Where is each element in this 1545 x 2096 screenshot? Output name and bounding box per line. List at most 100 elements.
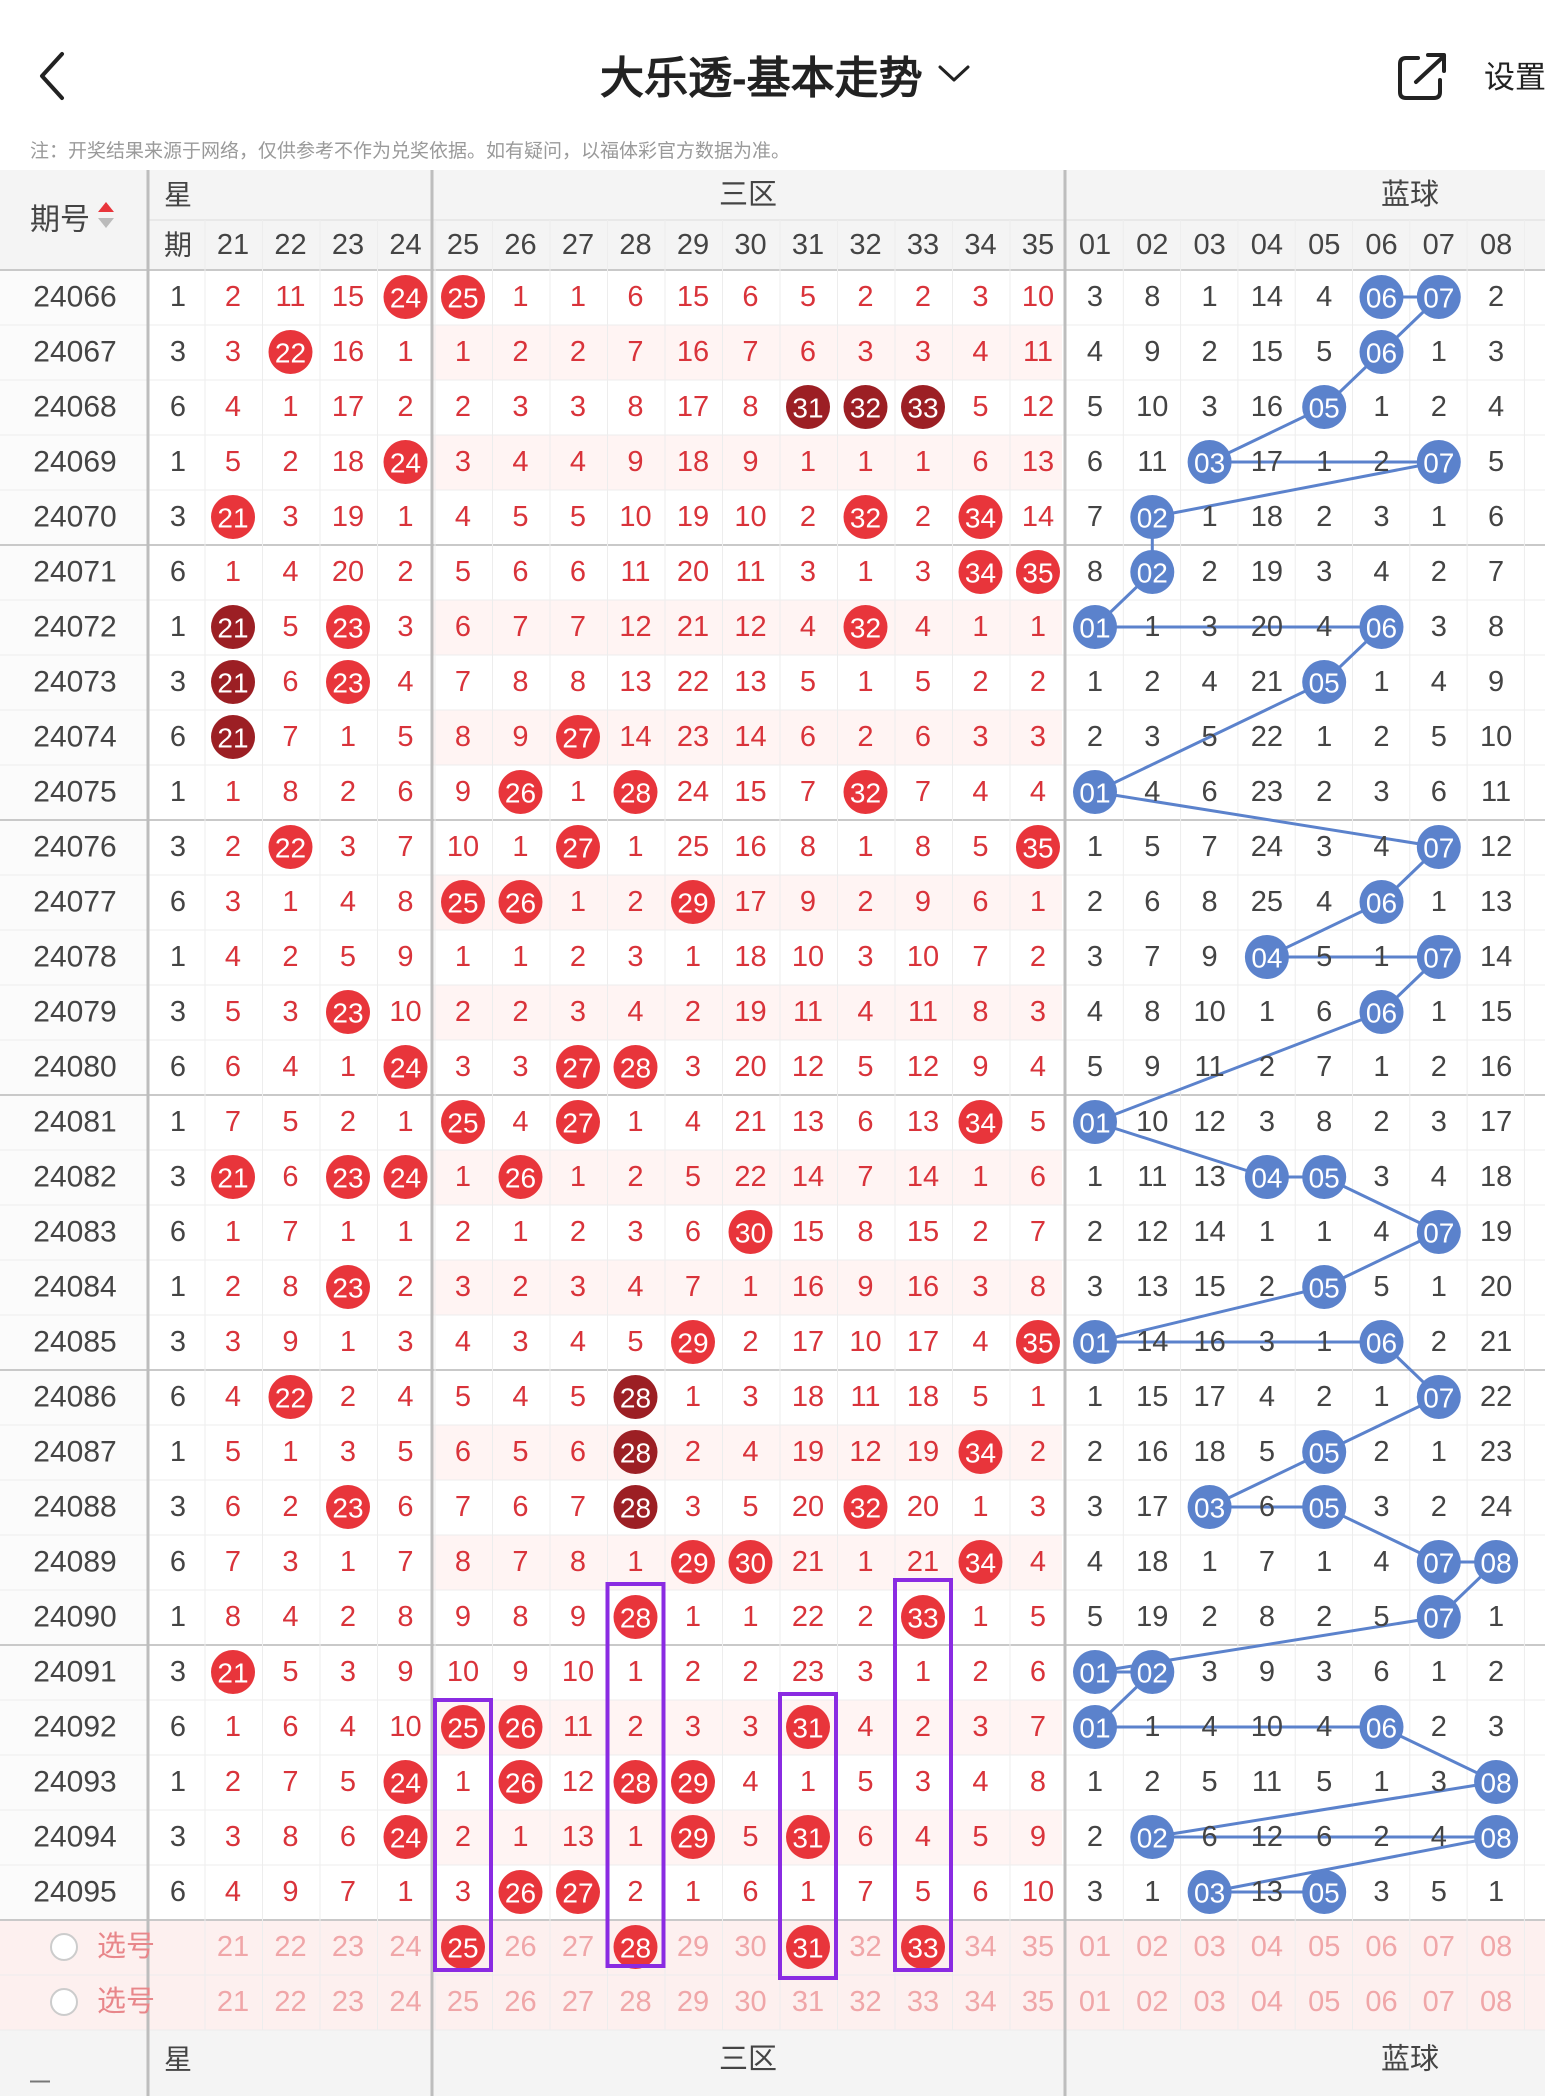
miss-count: 4 [340,886,356,918]
select-number[interactable]: 29 [677,1931,709,1963]
miss-count: 17 [792,1326,824,1358]
select-number[interactable]: 03 [1193,1931,1225,1963]
select-number[interactable]: 32 [849,1986,881,2018]
weekday: 1 [170,446,186,478]
select-number[interactable]: 22 [274,1986,306,2018]
title-dropdown[interactable]: 大乐透-基本走势 [600,42,971,106]
select-number[interactable]: 34 [964,1931,996,1963]
select-radio[interactable] [50,1988,78,2016]
selected-ball-number[interactable]: 33 [907,1933,938,1964]
share-icon[interactable] [1396,50,1450,102]
miss-count: 24 [677,776,709,808]
select-number[interactable]: 02 [1136,1931,1168,1963]
miss-count: 2 [512,336,528,368]
select-label[interactable]: 选号 [97,1930,155,1963]
red-ball [441,1100,485,1144]
miss-count: 3 [972,1711,988,1743]
selected-ball-number[interactable]: 28 [620,1933,651,1964]
select-number[interactable]: 02 [1136,1986,1168,2018]
miss-count: 4 [857,1711,873,1743]
select-number[interactable]: 23 [332,1986,364,2018]
miss-count: 7 [397,831,413,863]
select-number[interactable]: 07 [1423,1931,1455,1963]
blue-ball [1073,1320,1117,1364]
miss-count: 1 [455,941,471,973]
select-number[interactable]: 25 [447,1986,479,2018]
issue-number: 24071 [33,556,116,589]
select-number[interactable]: 31 [792,1986,824,2018]
select-number[interactable]: 23 [332,1931,364,1963]
select-number[interactable]: 22 [274,1931,306,1963]
select-number[interactable]: 01 [1079,1931,1111,1963]
blue-ball-number: 07 [1423,1548,1454,1579]
miss-count: 1 [225,1711,241,1743]
select-number[interactable]: 26 [504,1931,536,1963]
blue-ball [1244,935,1289,979]
back-arrow-icon[interactable] [34,48,74,104]
select-number[interactable]: 35 [1022,1986,1054,2018]
select-number[interactable]: 24 [389,1931,421,1963]
select-number[interactable]: 06 [1365,1931,1397,1963]
miss-count: 2 [627,1161,643,1193]
selected-ball[interactable] [441,1925,485,1969]
settings-link[interactable]: 设置 [1484,60,1545,95]
miss-count: 5 [1087,1051,1103,1083]
select-number[interactable]: 27 [562,1931,594,1963]
select-number[interactable]: 27 [562,1986,594,2018]
select-radio[interactable] [50,1933,78,1961]
red-ball-number: 34 [965,503,996,534]
sort-up-icon[interactable] [98,202,114,212]
selected-ball[interactable] [901,1925,945,1969]
select-number[interactable]: 01 [1079,1986,1111,2018]
select-label[interactable]: 选号 [97,1985,155,2018]
selected-ball-number[interactable]: 25 [447,1933,478,1964]
miss-count: 3 [1373,1876,1389,1908]
miss-count: 5 [1431,1876,1447,1908]
selected-ball[interactable] [786,1925,830,1969]
miss-count: 3 [972,1271,988,1303]
red-ball-number: 23 [332,613,363,644]
miss-count: 7 [742,336,758,368]
sort-down-icon[interactable] [98,218,114,228]
select-number[interactable]: 04 [1251,1931,1283,1963]
select-number[interactable]: 05 [1308,1931,1340,1963]
select-number[interactable]: 05 [1308,1986,1340,2018]
select-number[interactable]: 08 [1480,1986,1512,2018]
select-number[interactable]: 32 [849,1931,881,1963]
miss-count: 2 [1087,886,1103,918]
select-number[interactable]: 21 [217,1986,249,2018]
select-number[interactable]: 08 [1480,1931,1512,1963]
miss-count: 10 [1251,1711,1283,1743]
select-number[interactable]: 03 [1193,1986,1225,2018]
miss-count: 23 [1251,776,1283,808]
red-ball-number: 29 [677,1823,708,1854]
select-number[interactable]: 04 [1251,1986,1283,2018]
select-number[interactable]: 33 [907,1986,939,2018]
miss-count: 3 [340,1656,356,1688]
miss-count: 9 [1488,666,1504,698]
red-ball [843,385,888,429]
miss-count: 15 [734,776,766,808]
row-band [432,434,1062,490]
select-number[interactable]: 24 [389,1986,421,2018]
select-number[interactable]: 30 [734,1931,766,1963]
select-number[interactable]: 30 [734,1986,766,2018]
select-number[interactable]: 28 [619,1986,651,2018]
miss-count: 9 [282,1876,298,1908]
select-number[interactable]: 26 [504,1986,536,2018]
select-number[interactable]: 35 [1022,1931,1054,1963]
select-number[interactable]: 07 [1423,1986,1455,2018]
red-ball-number: 21 [217,723,248,754]
select-number[interactable]: 21 [217,1931,249,1963]
select-number[interactable]: 06 [1365,1986,1397,2018]
select-number[interactable]: 29 [677,1986,709,2018]
miss-count: 5 [570,501,586,533]
selected-ball[interactable] [613,1925,658,1969]
blue-ball [1073,770,1117,814]
issue-header[interactable]: 期号 [30,204,90,237]
miss-count: 6 [742,281,758,313]
selected-ball-number[interactable]: 31 [792,1933,823,1964]
red-ball-number: 30 [735,1548,766,1579]
miss-count: 2 [915,501,931,533]
select-number[interactable]: 34 [964,1986,996,2018]
